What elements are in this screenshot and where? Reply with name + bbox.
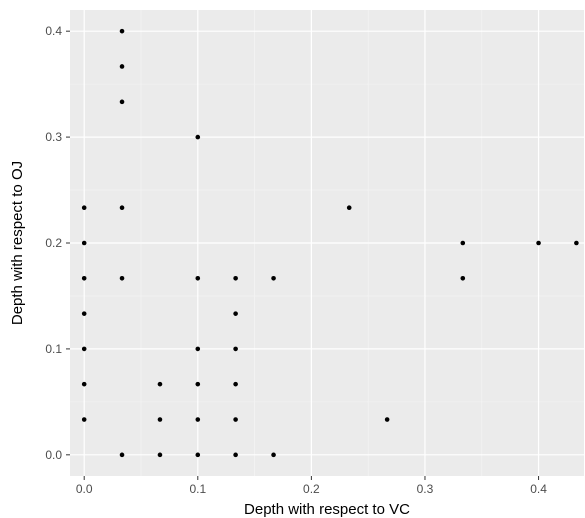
data-point <box>195 452 201 458</box>
data-point <box>384 417 390 422</box>
data-point <box>195 275 201 281</box>
data-point <box>119 452 125 458</box>
y-tick-label: 0.2 <box>45 236 62 250</box>
data-point <box>157 381 163 387</box>
y-tick-label: 0.0 <box>45 448 62 462</box>
data-point <box>271 452 276 458</box>
data-point <box>119 205 125 211</box>
data-point <box>233 311 238 316</box>
y-axis: 0.0 0.1 0.2 0.3 0.4 <box>45 24 70 462</box>
data-point <box>81 311 87 316</box>
data-point <box>346 205 352 211</box>
data-point <box>157 417 163 422</box>
data-point <box>119 64 125 69</box>
y-tick-label: 0.1 <box>45 342 62 356</box>
data-point <box>233 452 238 458</box>
major-gridlines <box>70 10 584 476</box>
x-tick-label: 0.1 <box>189 482 206 496</box>
data-point <box>195 417 201 422</box>
data-point <box>460 240 466 246</box>
data-point <box>81 240 87 246</box>
data-point <box>536 240 541 246</box>
data-point <box>81 205 87 211</box>
data-point <box>119 275 125 281</box>
data-point <box>119 99 125 105</box>
data-point <box>460 275 466 281</box>
x-axis-title: Depth with respect to VC <box>244 501 410 518</box>
data-point <box>81 346 87 352</box>
x-tick-label: 0.4 <box>530 482 547 496</box>
data-point <box>81 275 87 281</box>
y-tick-label: 0.3 <box>45 130 62 144</box>
data-point <box>119 28 125 34</box>
data-point <box>233 417 238 422</box>
data-point <box>233 346 238 352</box>
data-point <box>195 381 201 387</box>
y-tick-label: 0.4 <box>45 24 62 38</box>
data-point <box>81 381 87 387</box>
data-point <box>195 134 201 140</box>
y-axis-title: Depth with respect to OJ <box>9 161 26 325</box>
data-point <box>195 346 201 352</box>
x-tick-label: 0.2 <box>303 482 320 496</box>
data-point <box>233 381 238 387</box>
x-tick-label: 0.3 <box>417 482 434 496</box>
x-tick-label: 0.0 <box>76 482 93 496</box>
data-point <box>271 275 276 281</box>
data-points <box>81 28 579 458</box>
data-point <box>157 452 163 458</box>
data-point <box>574 240 579 246</box>
x-axis: 0.0 0.1 0.2 0.3 0.4 <box>76 476 547 496</box>
data-point <box>233 275 238 281</box>
data-point <box>81 417 87 422</box>
